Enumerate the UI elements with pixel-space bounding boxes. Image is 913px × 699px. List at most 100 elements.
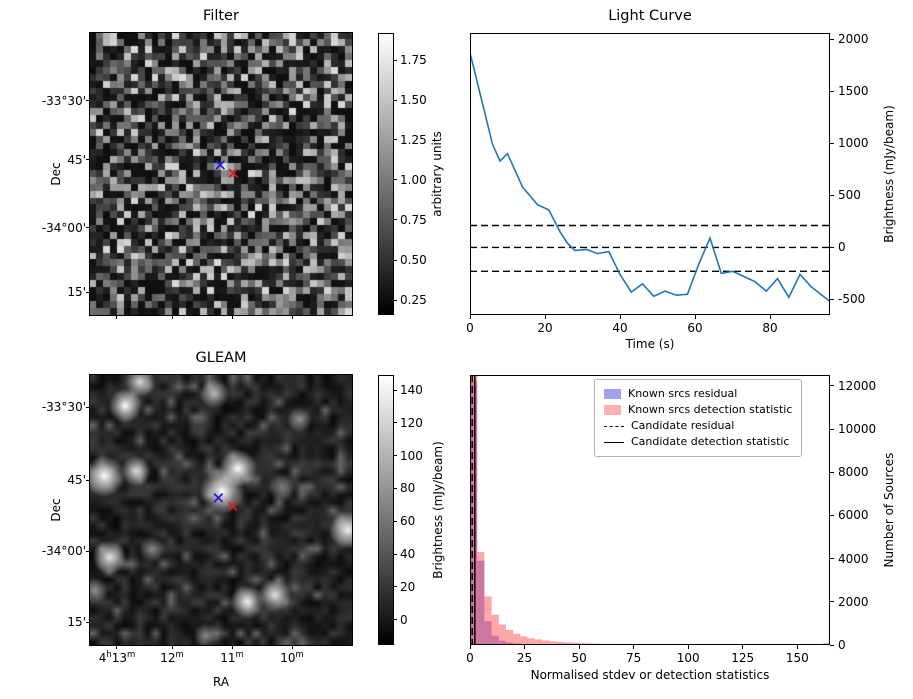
tick-label: 20: [400, 579, 416, 594]
legend-label: Candidate residual: [631, 419, 735, 432]
tick-mark: [830, 246, 834, 248]
tick-label: 15': [67, 285, 86, 300]
tick-label: 0: [466, 651, 474, 665]
hist-bar: [506, 642, 514, 645]
plot-frame: [470, 33, 830, 315]
tick-mark: [231, 645, 233, 649]
tick-mark: [394, 586, 397, 588]
tick-label: 20: [537, 321, 553, 335]
tick-mark: [86, 479, 90, 481]
tick-label: 45': [67, 152, 86, 167]
hist-bar: [477, 560, 485, 645]
tick-mark: [830, 90, 834, 92]
tick-label: 50: [571, 651, 587, 665]
legend-line-swatch: [604, 442, 624, 443]
tick-mark: [116, 315, 118, 319]
tick-label: 10m: [280, 650, 304, 665]
tick-label: 1.75: [400, 53, 427, 68]
tick-label: 0.50: [400, 253, 427, 267]
legend-label: Candidate detection statistic: [631, 435, 790, 448]
tick-label: -33°30': [41, 93, 86, 108]
tick-mark: [469, 645, 471, 649]
tick-mark: [394, 389, 397, 391]
tick-label: 11m: [220, 650, 244, 665]
legend-item: Candidate detection statistic: [604, 435, 792, 449]
tick-mark: [86, 227, 90, 229]
tick-mark: [394, 59, 397, 61]
tick-label: 6000: [838, 508, 869, 523]
tick-label: 4h13m: [98, 650, 136, 665]
tick-label: 60: [687, 321, 703, 335]
tick-mark: [694, 315, 696, 319]
tick-label: 25: [516, 651, 533, 665]
tick-label: -500: [838, 292, 866, 307]
tick-mark: [830, 471, 834, 473]
tick-mark: [769, 315, 771, 319]
tick-mark: [394, 422, 397, 424]
hist-bar: [527, 638, 535, 645]
tick-label: 0: [466, 321, 474, 335]
histogram-plot: [470, 375, 830, 645]
tick-label: 40: [400, 547, 416, 561]
gleam-image: [89, 374, 353, 646]
light-curve-title: Light Curve: [608, 8, 692, 24]
tick-mark: [171, 645, 173, 649]
tick-mark: [830, 514, 834, 516]
hist-bar: [506, 629, 514, 645]
hist-bar: [470, 375, 478, 645]
legend-label: Known srcs residual: [628, 387, 738, 400]
tick-label: 60: [400, 514, 416, 529]
legend-label: Known srcs detection statistic: [628, 403, 793, 416]
candidate-marker-x: [228, 168, 239, 178]
hist-bar: [491, 635, 499, 645]
tick-mark: [394, 259, 397, 261]
tick-mark: [394, 455, 397, 457]
tick-mark: [687, 645, 689, 649]
tick-label: 125: [731, 651, 755, 665]
tick-mark: [830, 428, 834, 430]
tick-mark: [86, 621, 90, 623]
light-curve-line: [470, 52, 830, 303]
tick-mark: [86, 291, 90, 293]
tick-label: -33°30': [41, 400, 86, 415]
gleam-markers-overlay: [213, 493, 238, 512]
hist-bar: [484, 621, 492, 645]
tick-label: 80: [400, 481, 416, 496]
tick-label: 40: [612, 321, 628, 335]
legend: Known srcs residual Known srcs detection …: [594, 379, 803, 457]
hist-bar: [520, 636, 528, 645]
tick-mark: [86, 550, 90, 552]
tick-mark: [830, 194, 834, 196]
tick-label: -34°00': [41, 544, 86, 559]
tick-mark: [830, 644, 834, 646]
histogram-xlabel: Normalised stdev or detection statistics: [530, 668, 770, 682]
tick-label: 1.25: [400, 132, 427, 147]
hist-bar: [556, 641, 564, 645]
tick-mark: [619, 315, 621, 319]
tick-label: 500: [838, 188, 861, 203]
tick-label: 12000: [838, 378, 877, 393]
hist-bar: [498, 640, 506, 645]
tick-mark: [742, 645, 744, 649]
filter-title: Filter: [203, 8, 239, 24]
hist-bar: [563, 642, 571, 645]
gleam-xlabel: RA: [212, 675, 230, 689]
legend-patch-swatch: [604, 389, 621, 399]
gleam-colorbar: [378, 375, 394, 645]
legend-line-swatch: [604, 426, 624, 427]
tick-mark: [291, 315, 293, 319]
tick-label: 75: [625, 651, 642, 665]
tick-mark: [394, 487, 397, 489]
light-curve-plot: [470, 33, 830, 315]
tick-label: 1.00: [400, 172, 427, 187]
tick-mark: [524, 645, 526, 649]
tick-label: 45': [67, 473, 86, 488]
tick-mark: [394, 179, 397, 181]
tick-mark: [830, 385, 834, 387]
tick-label: 100: [400, 448, 423, 463]
hist-bar: [484, 596, 492, 645]
tick-mark: [86, 100, 90, 102]
light-curve-xlabel: Time (s): [625, 337, 675, 351]
tick-label: 120: [400, 415, 423, 430]
